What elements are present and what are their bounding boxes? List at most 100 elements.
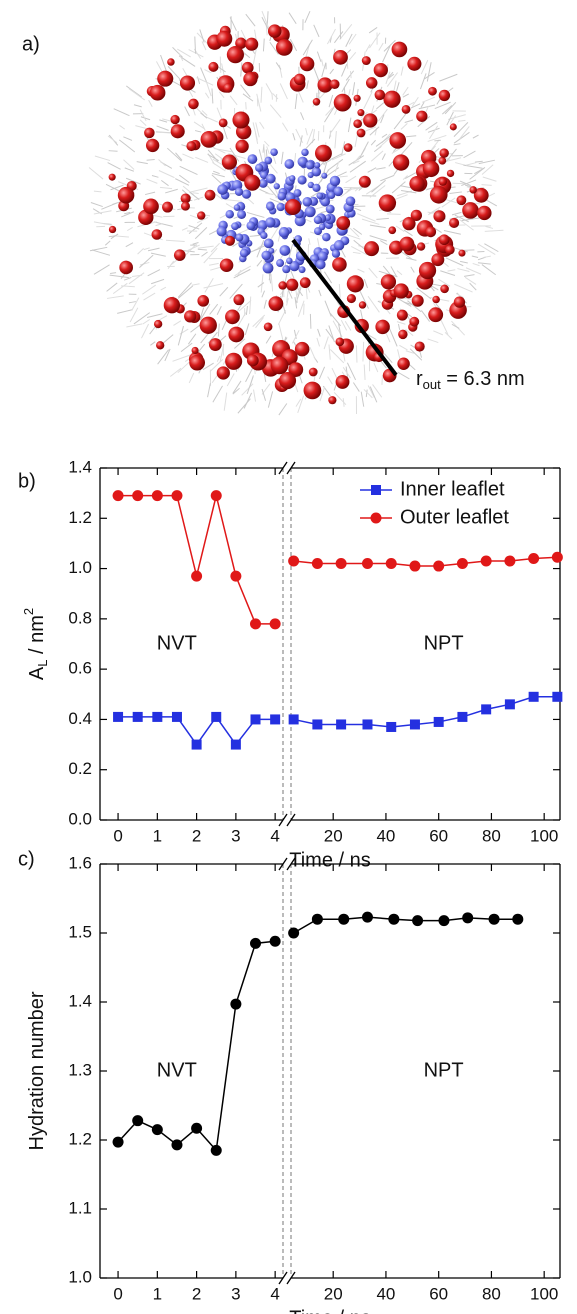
lipid-tail: [119, 125, 126, 130]
lipid-tail: [321, 62, 327, 78]
inner-headgroup: [324, 214, 332, 221]
data-point: [552, 691, 563, 702]
lipid-tail: [240, 62, 243, 77]
lipid-tail: [261, 10, 270, 30]
x-tick-label: 4: [270, 1284, 279, 1303]
inner-headgroup: [333, 186, 344, 197]
lipid-tail: [429, 125, 439, 140]
lipid-tail: [449, 191, 462, 194]
data-point: [385, 558, 397, 570]
outer-headgroup: [278, 281, 287, 290]
panel-label: a): [22, 33, 40, 55]
lipid-tail: [339, 175, 348, 178]
data-point: [210, 490, 222, 502]
x-tick-label: 100: [530, 1284, 558, 1303]
lipid-tail: [158, 170, 175, 179]
lipid-tail: [129, 307, 139, 323]
data-point: [113, 711, 124, 722]
x-tick-label: 0: [113, 826, 122, 845]
data-point: [171, 490, 183, 502]
lipid-tail: [159, 315, 168, 321]
outer-headgroup: [438, 177, 448, 186]
lipid-tail: [209, 303, 219, 315]
lipid-tail: [172, 354, 191, 362]
lipid-tail: [400, 123, 408, 130]
lipid-tail: [232, 380, 242, 394]
lipid-tail: [194, 130, 202, 133]
radius-subscript: out: [423, 377, 441, 392]
lipid-tail: [363, 278, 369, 289]
lipid-tail: [418, 104, 436, 110]
x-tick-label: 40: [376, 826, 395, 845]
radius-value: = 6.3 nm: [441, 368, 525, 390]
lipid-tail: [257, 282, 265, 288]
inner-headgroup: [322, 232, 331, 242]
outer-headgroup: [312, 98, 321, 106]
outer-headgroup: [191, 346, 199, 354]
outer-headgroup: [285, 199, 301, 215]
lipid-tail: [459, 219, 474, 231]
lipid-tail: [294, 93, 298, 110]
outer-headgroup: [462, 202, 479, 219]
inner-headgroup: [278, 227, 290, 238]
lipid-tail: [177, 282, 192, 298]
lipid-tail: [323, 336, 329, 350]
lipid-tail: [294, 152, 297, 163]
lipid-tail: [167, 66, 181, 80]
lipid-tail: [449, 115, 457, 124]
lipid-tail: [461, 179, 477, 187]
lipid-tail: [457, 268, 470, 272]
lipid-tail: [445, 148, 457, 163]
inner-headgroup: [313, 215, 323, 225]
x-tick-label: 3: [231, 826, 240, 845]
lipid-tail: [434, 148, 440, 153]
lipid-tail: [381, 153, 386, 160]
lipid-tail: [477, 262, 491, 265]
lipid-tail: [238, 300, 252, 312]
inner-headgroup: [307, 181, 315, 189]
lipid-tail: [160, 286, 167, 291]
lipid-tail: [463, 150, 476, 159]
lipid-tail: [242, 93, 254, 102]
lipid-tail: [302, 39, 313, 56]
lipid-tail: [162, 334, 174, 344]
inner-headgroup: [241, 189, 252, 199]
data-point: [438, 915, 450, 927]
lipid-tail: [435, 303, 441, 310]
outer-headgroup: [328, 396, 337, 405]
lipid-tail: [184, 245, 196, 257]
lipid-tail: [313, 24, 320, 38]
lipid-tail: [136, 161, 148, 165]
legend-label: Outer leaflet: [400, 506, 509, 528]
lipid-tail: [328, 344, 331, 360]
lipid-tail: [447, 269, 456, 272]
data-point: [312, 719, 323, 730]
outer-headgroup: [244, 174, 261, 191]
inner-headgroup: [266, 202, 275, 211]
outer-headgroup: [363, 113, 378, 128]
lipid-tail: [150, 252, 166, 257]
outer-headgroup: [375, 319, 390, 335]
lipid-tail: [352, 155, 361, 165]
inner-headgroup: [261, 250, 272, 261]
lipid-tail: [252, 46, 258, 66]
lipid-tail: [297, 395, 305, 414]
lipid-tail: [469, 166, 486, 180]
inner-headgroup: [270, 148, 278, 156]
data-point: [152, 711, 163, 722]
lipid-tail: [139, 261, 150, 266]
outer-headgroup: [428, 86, 437, 96]
lipid-tail: [342, 366, 351, 379]
data-point: [409, 560, 421, 572]
axis-break: [278, 857, 288, 871]
series-line: [293, 556, 558, 567]
outer-headgroup: [143, 198, 159, 215]
inner-headgroup: [301, 148, 309, 157]
outer-headgroup: [267, 24, 282, 38]
lipid-tail: [216, 306, 222, 315]
lipid-tail: [180, 342, 193, 353]
outer-headgroup: [268, 296, 284, 312]
radius-label: rout = 6.3 nm: [416, 368, 525, 392]
lipid-tail: [464, 276, 477, 285]
lipid-tail: [104, 240, 111, 246]
